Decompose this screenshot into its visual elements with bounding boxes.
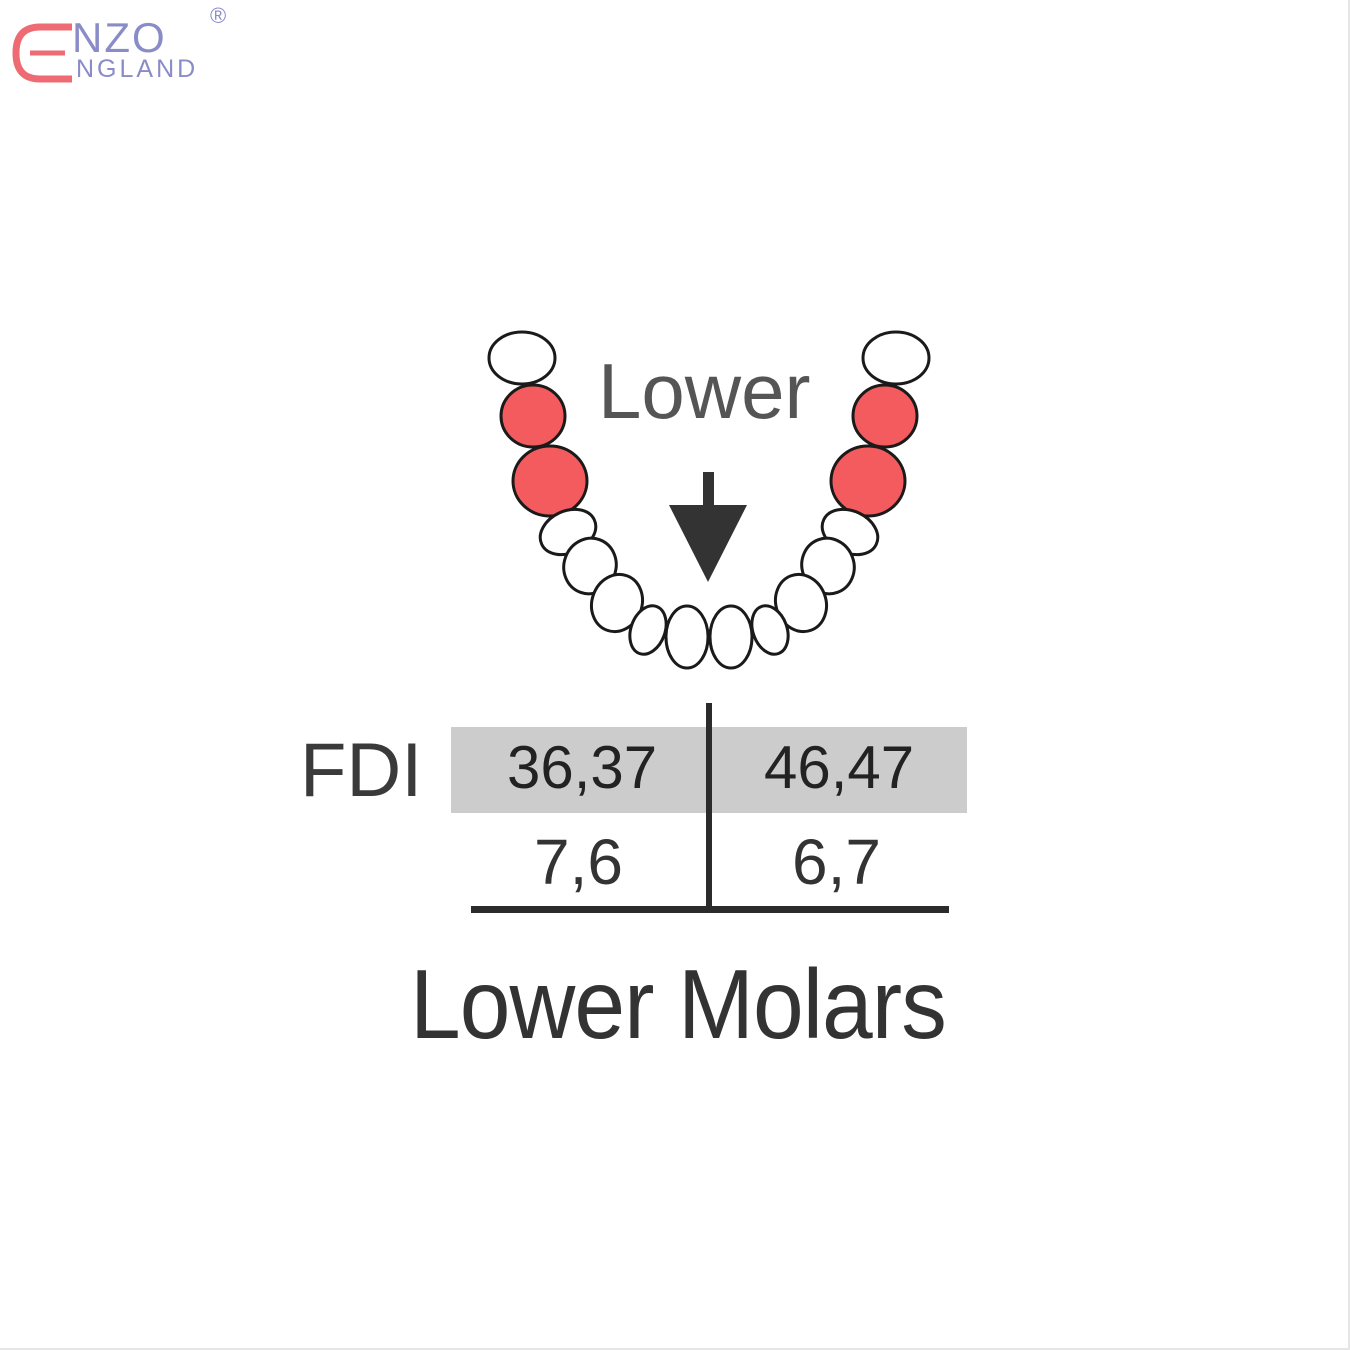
fdi-right-value: 46,47 [764,734,915,801]
tooth-right-7 [851,383,919,449]
tooth-right-8 [861,330,931,386]
tooth-right-1 [708,604,754,670]
fdi-label: FDI [300,728,423,813]
tooth-left-7 [499,383,567,449]
down-arrow-shaft [703,472,714,512]
logo-text: NZO [72,14,167,61]
caption: Lower Molars [410,949,947,1059]
logo-e-mark [12,23,72,83]
quadrant-vertical-line [706,703,712,913]
brand-logo: NZO NGLAND ® [10,5,240,90]
palmer-left-value: 7,6 [534,826,623,898]
tooth-left-6 [511,444,589,518]
logo-subtext: NGLAND [76,55,199,83]
arch-label: Lower [598,347,811,435]
tooth-left-8 [487,330,557,386]
fdi-left-value: 36,37 [507,734,658,801]
tooth-left-1 [664,604,710,670]
tooth-right-6 [829,444,907,518]
border-right [1348,0,1350,1350]
tooth-left-2 [628,604,668,656]
border-bottom [0,1348,1350,1350]
palmer-right-value: 6,7 [792,826,881,898]
registered-mark: ® [210,3,227,28]
down-arrow-icon [669,505,747,582]
quadrant-horizontal-line [471,906,949,913]
tooth-right-2 [750,604,790,656]
